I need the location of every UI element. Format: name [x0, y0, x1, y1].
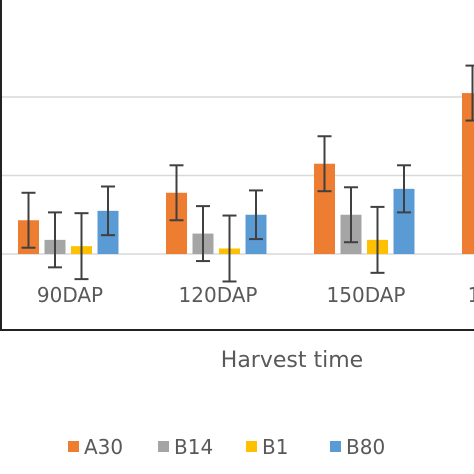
- bar-a30-1: [462, 93, 474, 254]
- legend-label: B1: [262, 435, 288, 459]
- x-tick-label: 1: [468, 283, 474, 307]
- error-bar-b14-90dap: [48, 211, 62, 269]
- legend-swatch: [330, 441, 341, 452]
- bar-a30-150dap: [314, 163, 335, 254]
- legend-item-b14: B14: [158, 435, 213, 459]
- legend-swatch: [158, 441, 169, 452]
- error-bar-b14-150dap: [344, 186, 358, 244]
- error-bar-a30-90dap: [21, 191, 36, 249]
- legend-item-b1: B1: [246, 435, 288, 459]
- error-bar-a30-1: [465, 64, 474, 122]
- legend-item-a30: A30: [68, 435, 123, 459]
- error-bar-b80-150dap: [397, 164, 411, 214]
- legend-label: B14: [174, 435, 213, 459]
- bar-a30-120dap: [166, 192, 187, 254]
- legend-swatch: [68, 441, 79, 452]
- error-bar-a30-120dap: [169, 164, 184, 222]
- x-axis-title: Harvest time: [221, 348, 363, 373]
- legend-label: A30: [84, 435, 123, 459]
- legend: A30 B14 B1 B80: [68, 435, 385, 459]
- error-bar-b80-90dap: [101, 185, 115, 237]
- x-tick-label: 120DAP: [179, 283, 258, 307]
- error-bar-b1-150dap: [370, 205, 385, 274]
- error-bar-b80-120dap: [249, 189, 263, 241]
- bar-marks: [18, 64, 474, 283]
- x-tick-labels: 90DAP 120DAP 150DAP 1: [37, 283, 474, 307]
- gridlines: [0, 96, 474, 177]
- x-tick-label: 150DAP: [327, 283, 406, 307]
- error-bar-b14-120dap: [196, 205, 210, 263]
- legend-label: B80: [346, 435, 385, 459]
- x-tick-label: 90DAP: [37, 283, 103, 307]
- legend-item-b80: B80: [330, 435, 385, 459]
- error-bar-a30-150dap: [317, 135, 332, 193]
- error-bar-b1-90dap: [74, 212, 89, 281]
- error-bar-b1-120dap: [222, 214, 237, 283]
- legend-swatch: [246, 441, 257, 452]
- bar-b80-150dap: [393, 188, 415, 254]
